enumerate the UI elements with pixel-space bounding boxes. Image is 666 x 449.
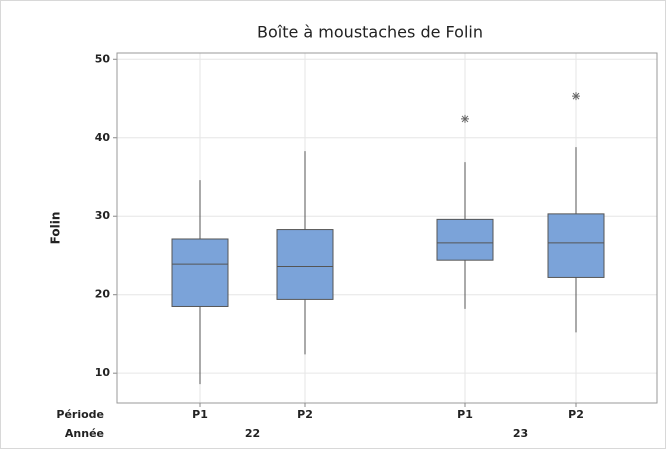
y-tick-label: 50: [95, 52, 111, 65]
period-tick-label: P1: [192, 408, 208, 421]
period-tick-label: P1: [457, 408, 473, 421]
y-axis-label: Folin: [49, 212, 63, 245]
y-tick-label: 20: [95, 288, 111, 301]
period-tick-label: P2: [297, 408, 313, 421]
chart-title: Boîte à moustaches de Folin: [257, 23, 483, 42]
outlier: [461, 114, 469, 123]
y-tick-label: 40: [95, 131, 111, 144]
year-tick-label: 23: [513, 427, 528, 440]
box: [547, 213, 605, 278]
box: [171, 238, 229, 307]
box: [276, 229, 334, 300]
period-tick-label: P2: [568, 408, 584, 421]
period-label: Période: [56, 408, 104, 421]
outlier: [572, 92, 580, 101]
box: [436, 218, 494, 261]
year-label: Année: [65, 427, 104, 440]
year-tick-label: 22: [245, 427, 260, 440]
y-tick-label: 30: [95, 209, 111, 222]
plot-area: [116, 52, 658, 404]
y-tick-label: 10: [95, 366, 111, 379]
